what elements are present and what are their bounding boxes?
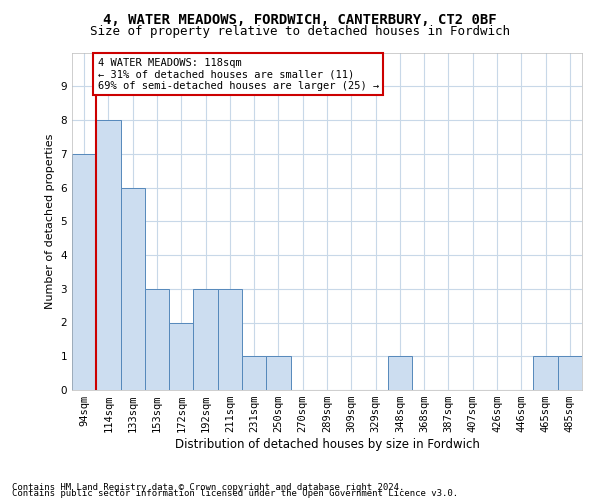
Bar [533,356,558,390]
Text: Contains HM Land Registry data © Crown copyright and database right 2024.: Contains HM Land Registry data © Crown c… [12,483,404,492]
Bar [169,322,193,390]
Bar [121,188,145,390]
Bar [558,356,582,390]
Bar [388,356,412,390]
Text: 4, WATER MEADOWS, FORDWICH, CANTERBURY, CT2 0BF: 4, WATER MEADOWS, FORDWICH, CANTERBURY, … [103,12,497,26]
Bar [72,154,96,390]
Bar [193,289,218,390]
X-axis label: Distribution of detached houses by size in Fordwich: Distribution of detached houses by size … [175,438,479,451]
Bar [145,289,169,390]
Text: 4 WATER MEADOWS: 118sqm
← 31% of detached houses are smaller (11)
69% of semi-de: 4 WATER MEADOWS: 118sqm ← 31% of detache… [97,58,379,91]
Bar [218,289,242,390]
Bar [242,356,266,390]
Text: Size of property relative to detached houses in Fordwich: Size of property relative to detached ho… [90,25,510,38]
Bar [266,356,290,390]
Text: Contains public sector information licensed under the Open Government Licence v3: Contains public sector information licen… [12,490,458,498]
Bar [96,120,121,390]
Y-axis label: Number of detached properties: Number of detached properties [45,134,55,309]
